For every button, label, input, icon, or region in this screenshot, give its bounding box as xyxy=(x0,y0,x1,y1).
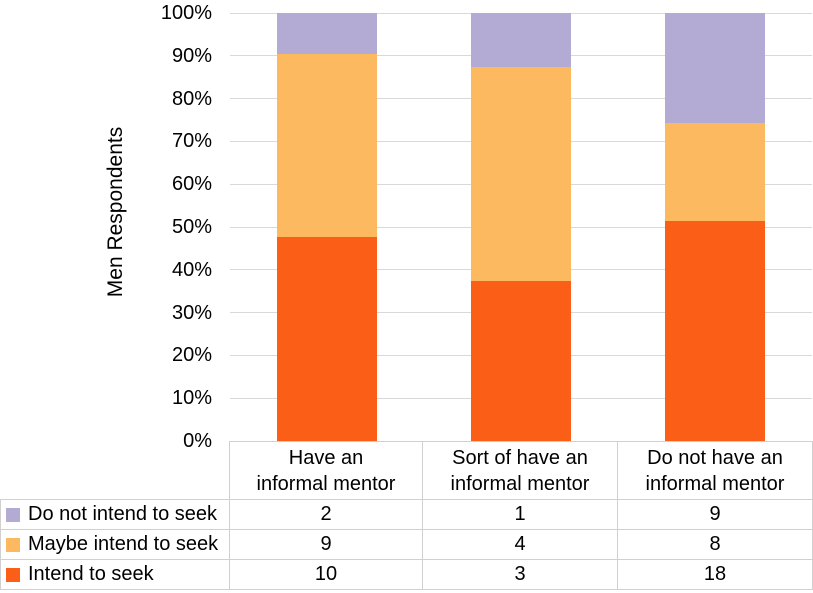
stacked-bar-category-1 xyxy=(277,13,377,441)
bar-segment xyxy=(665,13,765,124)
table-row: Maybe intend to seek 9 4 8 xyxy=(0,529,813,560)
category-header: Sort of have an informal mentor xyxy=(422,441,618,500)
table-value-cell: 3 xyxy=(422,559,618,590)
table-value-cell: 10 xyxy=(229,559,423,590)
table-value-cell: 1 xyxy=(422,499,618,530)
table-value-cell: 2 xyxy=(229,499,423,530)
table-header-row: Have an informal mentor Sort of have an i… xyxy=(1,441,813,500)
y-tick-label: 60% xyxy=(171,173,212,196)
bar-segment xyxy=(277,237,377,441)
table-value-cell: 8 xyxy=(617,529,813,560)
data-table-legend: Have an informal mentor Sort of have an i… xyxy=(0,441,813,590)
table-value-cell: 4 xyxy=(422,529,618,560)
bar-segment xyxy=(471,66,571,281)
category-header: Do not have an informal mentor xyxy=(617,441,813,500)
bar-segment xyxy=(471,13,571,67)
bar-segment xyxy=(277,53,377,238)
y-tick-label: 100% xyxy=(160,2,212,24)
y-tick-label: 90% xyxy=(171,44,212,67)
legend-label: Intend to seek xyxy=(28,563,154,585)
y-tick-label: 0% xyxy=(183,430,212,452)
bar-segment xyxy=(665,220,765,441)
table-row: Intend to seek 10 3 18 xyxy=(0,559,813,590)
table-value-cell: 9 xyxy=(617,499,813,530)
y-tick-label: 20% xyxy=(171,344,212,367)
category-header: Have an informal mentor xyxy=(229,441,423,500)
bar-segment xyxy=(471,280,571,441)
y-tick-label: 10% xyxy=(171,387,212,410)
legend-cell: Intend to seek xyxy=(0,559,230,590)
table-row: Do not intend to seek 2 1 9 xyxy=(0,499,813,530)
legend-swatch-icon xyxy=(6,567,20,582)
bar-segment xyxy=(665,123,765,221)
legend-swatch-icon xyxy=(6,537,20,552)
table-corner-cell xyxy=(1,442,230,500)
legend-swatch-icon xyxy=(6,507,20,522)
y-tick-label: 70% xyxy=(171,130,212,153)
legend-cell: Maybe intend to seek xyxy=(0,529,230,560)
legend-cell: Do not intend to seek xyxy=(0,499,230,530)
y-tick-label: 30% xyxy=(171,301,212,324)
bar-segment xyxy=(277,13,377,54)
y-tick-label: 50% xyxy=(171,216,212,238)
y-tick-label: 80% xyxy=(171,87,212,110)
table-value-cell: 18 xyxy=(617,559,813,590)
table-value-cell: 9 xyxy=(229,529,423,560)
stacked-bar-category-3 xyxy=(665,13,765,441)
legend-label: Maybe intend to seek xyxy=(28,533,219,555)
y-tick-label: 40% xyxy=(171,258,212,281)
legend-label: Do not intend to seek xyxy=(28,503,218,525)
stacked-bar-category-2 xyxy=(471,13,571,441)
